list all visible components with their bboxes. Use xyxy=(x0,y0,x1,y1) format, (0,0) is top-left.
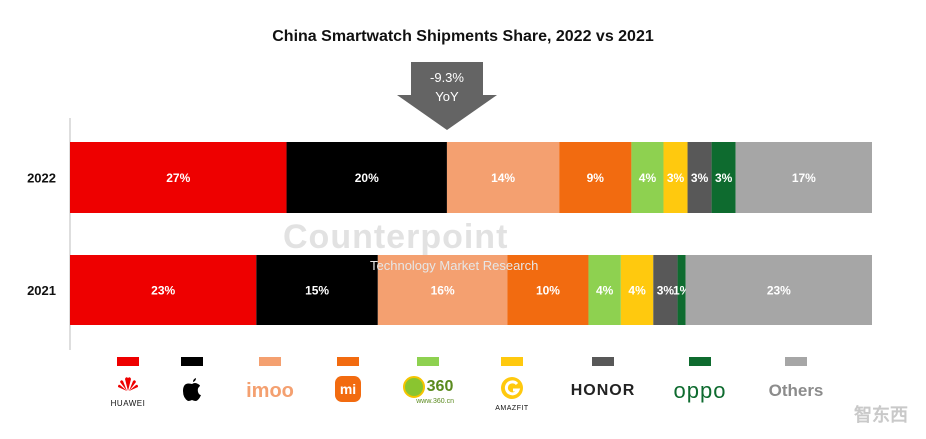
bar-segment xyxy=(507,255,589,325)
data-label: 9% xyxy=(587,171,605,185)
legend-item-apple xyxy=(152,357,232,407)
data-label: 4% xyxy=(596,284,614,298)
yoy-value: -9.3% xyxy=(430,70,464,85)
bar-segment xyxy=(620,255,654,325)
legend-item-honor: HONOR xyxy=(563,357,643,400)
data-label: 27% xyxy=(166,171,190,185)
data-label: 17% xyxy=(792,171,816,185)
legend-swatch xyxy=(785,357,807,366)
legend-item-others: Others xyxy=(756,357,836,401)
counterpoint-watermark: Counterpoint xyxy=(283,218,509,256)
yoy-arrow xyxy=(397,62,497,130)
data-label: 23% xyxy=(151,284,175,298)
legend-item-oppo: oppo xyxy=(660,357,740,404)
legend-item-amazfit: AMAZFIT xyxy=(472,357,552,412)
site-watermark: 智东西 xyxy=(854,405,908,426)
chart-title: China Smartwatch Shipments Share, 2022 v… xyxy=(272,28,654,45)
data-label: 10% xyxy=(536,284,560,298)
legend-swatch xyxy=(592,357,614,366)
mi-logo: mi xyxy=(308,376,388,402)
bar-segment xyxy=(286,142,447,213)
bar-segment xyxy=(377,255,508,325)
data-label: 15% xyxy=(305,284,329,298)
data-label: 4% xyxy=(639,171,657,185)
huawei-logo: HUAWEI xyxy=(88,376,168,408)
legend-item-imoo: imoo xyxy=(230,357,310,403)
legend-item-huawei: HUAWEI xyxy=(88,357,168,408)
bar-segment xyxy=(663,142,688,213)
legend-swatch xyxy=(259,357,281,366)
legend-swatch xyxy=(689,357,711,366)
bar-segment xyxy=(588,255,621,325)
bar-segment xyxy=(677,255,686,325)
data-label: 3% xyxy=(691,171,709,185)
category-label: 2022 xyxy=(27,171,56,186)
others-logo: Others xyxy=(768,381,824,400)
category-label: 2021 xyxy=(27,283,56,298)
data-label: 3% xyxy=(715,171,733,185)
data-label: 20% xyxy=(355,171,379,185)
bar-segment xyxy=(70,255,257,325)
apple-logo xyxy=(152,376,232,407)
oppo-logo: oppo xyxy=(673,378,727,403)
bar-segment xyxy=(446,142,560,213)
counterpoint-watermark-subtitle: Technology Market Research xyxy=(370,258,539,273)
legend-item-360: 360 www.360.cn xyxy=(388,357,468,405)
bar-segment xyxy=(687,142,712,213)
data-label: 23% xyxy=(767,284,791,298)
legend-swatch xyxy=(181,357,203,366)
legend-swatch xyxy=(501,357,523,366)
legend-item-mi: mi xyxy=(308,357,388,402)
data-label: 14% xyxy=(491,171,515,185)
bar-segment xyxy=(70,142,287,213)
imoo-logo: imoo xyxy=(246,380,294,402)
data-label: 3% xyxy=(657,284,675,298)
amazfit-logo: AMAZFIT xyxy=(472,376,552,412)
bar-segment xyxy=(711,142,736,213)
data-label: 4% xyxy=(628,284,646,298)
bar-segment xyxy=(631,142,664,213)
bar-segment xyxy=(735,142,872,213)
bar-segment xyxy=(559,142,632,213)
legend-swatch xyxy=(337,357,359,366)
yoy-label: YoY xyxy=(435,89,459,104)
legend-swatch xyxy=(417,357,439,366)
honor-logo: HONOR xyxy=(570,382,636,399)
bar-segment xyxy=(256,255,378,325)
bar-segment xyxy=(685,255,872,325)
bar-segment xyxy=(653,255,678,325)
legend-swatch xyxy=(117,357,139,366)
360-logo: 360 www.360.cn xyxy=(388,376,468,405)
data-label: 16% xyxy=(431,284,455,298)
data-label: 3% xyxy=(667,171,685,185)
